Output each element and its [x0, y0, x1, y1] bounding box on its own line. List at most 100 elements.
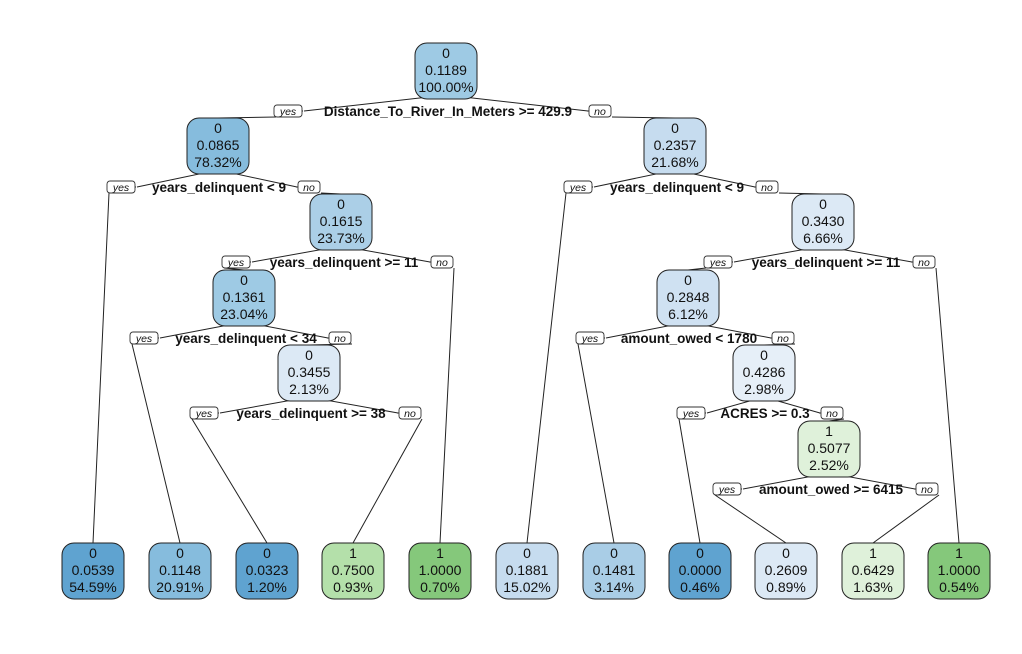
node-probability: 0.1481	[593, 562, 636, 578]
node-box	[732, 344, 796, 402]
tree-edge-s6-yes	[577, 337, 615, 544]
node-percentage: 78.32%	[194, 154, 241, 170]
yes-tag-s0: yes	[273, 104, 303, 118]
split-label-s5: years_delinquent < 34	[175, 331, 317, 346]
tree-split-labels: Distance_To_River_In_Meters >= 429.9 yes n…	[106, 104, 939, 497]
node-percentage: 2.52%	[809, 457, 849, 473]
node-probability: 0.3430	[802, 213, 845, 229]
node-probability: 0.7500	[332, 562, 375, 578]
yes-tag-s4: yes	[703, 255, 733, 269]
node-percentage: 2.98%	[744, 381, 784, 397]
tree-edge-s7-yes	[191, 412, 268, 544]
yes-tag-s5: yes	[129, 331, 159, 345]
yes-tag-s8: yes	[676, 406, 706, 420]
yes-tag-s2: yes	[563, 180, 593, 194]
node-box	[791, 193, 855, 251]
node-class: 1	[869, 545, 877, 561]
node-percentage: 0.89%	[766, 579, 806, 595]
node-probability: 0.6429	[852, 562, 895, 578]
yes-label: yes	[279, 106, 297, 118]
no-label: no	[921, 484, 933, 496]
node-class: 0	[176, 545, 184, 561]
tree-edge-s9-no	[872, 488, 940, 544]
tree-edge-s3-no	[429, 261, 455, 544]
split-label-s8: ACRES >= 0.3	[720, 406, 810, 421]
node-box	[927, 542, 991, 600]
node-class: 0	[214, 120, 222, 136]
tree-edge-s5-yes	[131, 337, 181, 544]
node-percentage: 23.73%	[317, 230, 364, 246]
tree-edge-s1-yes	[92, 186, 136, 544]
yes-label: yes	[195, 408, 213, 420]
node-class: 0	[523, 545, 531, 561]
split-label-s6: amount_owed < 1780	[621, 331, 757, 346]
node-class: 0	[782, 545, 790, 561]
node-percentage: 0.46%	[680, 579, 720, 595]
no-label: no	[761, 182, 773, 194]
node-percentage: 1.20%	[247, 579, 287, 595]
node-probability: 0.0000	[679, 562, 722, 578]
node-box	[212, 269, 276, 327]
node-probability: 0.5077	[808, 440, 851, 456]
no-tag-s1: no	[297, 180, 321, 194]
tree-edge-s4-no	[911, 261, 960, 544]
yes-label: yes	[135, 333, 153, 345]
node-percentage: 3.14%	[594, 579, 634, 595]
node-box	[321, 542, 385, 600]
tree-edge-s2-yes	[526, 186, 593, 544]
no-tag-s6: no	[771, 331, 795, 345]
node-class: 1	[825, 423, 833, 439]
node-percentage: 0.54%	[939, 579, 979, 595]
node-box	[414, 42, 478, 100]
node-class: 0	[671, 120, 679, 136]
no-label: no	[334, 333, 346, 345]
split-label-s9: amount_owed >= 6415	[759, 482, 904, 497]
no-label: no	[777, 333, 789, 345]
no-label: no	[594, 106, 606, 118]
no-tag-s4: no	[912, 255, 936, 269]
no-tag-s7: no	[398, 406, 422, 420]
no-tag-s8: no	[820, 406, 844, 420]
tree-edge-s7-no	[352, 412, 423, 544]
node-percentage: 21.68%	[651, 154, 698, 170]
node-probability: 0.1189	[425, 62, 467, 78]
node-class: 1	[349, 545, 357, 561]
node-probability: 0.0539	[72, 562, 115, 578]
node-probability: 0.1881	[506, 562, 549, 578]
node-percentage: 2.13%	[289, 381, 329, 397]
no-tag-s0: no	[588, 104, 612, 118]
node-probability: 0.1148	[159, 562, 201, 578]
node-percentage: 20.91%	[156, 579, 203, 595]
node-class: 0	[819, 196, 827, 212]
tree-edge-s9-yes	[714, 488, 787, 544]
node-box	[582, 542, 646, 600]
node-box	[148, 542, 212, 600]
node-percentage: 0.70%	[420, 579, 460, 595]
node-box	[309, 193, 373, 251]
node-probability: 0.2609	[765, 562, 808, 578]
no-tag-s9: no	[915, 482, 939, 496]
no-tag-s5: no	[328, 331, 352, 345]
node-percentage: 6.66%	[803, 230, 843, 246]
node-box	[656, 269, 720, 327]
no-label: no	[826, 408, 838, 420]
split-label-s3: years_delinquent >= 11	[270, 255, 419, 270]
yes-tag-s9: yes	[712, 482, 742, 496]
node-class: 0	[696, 545, 704, 561]
node-box	[186, 117, 250, 175]
node-box	[495, 542, 559, 600]
node-probability: 0.1361	[223, 289, 266, 305]
node-box	[643, 117, 707, 175]
split-label-s1: years_delinquent < 9	[152, 180, 286, 195]
node-probability: 0.3455	[288, 364, 331, 380]
node-probability: 0.0865	[197, 137, 240, 153]
